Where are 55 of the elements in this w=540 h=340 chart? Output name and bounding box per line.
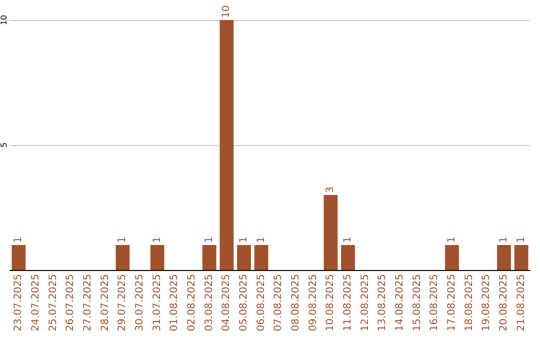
bar [324,195,338,270]
bar [514,245,528,270]
x-tick-label: 04.08.2025 [221,274,232,332]
x-tick-label: 29.07.2025 [117,274,128,332]
x-tick-label: 31.07.2025 [152,274,163,332]
data-label: 3 [325,186,336,193]
data-label: 1 [13,236,24,243]
data-label: 1 [152,236,163,243]
x-tick-label: 25.07.2025 [48,274,59,332]
bar [12,245,26,270]
x-tick-label: 02.08.2025 [186,274,198,332]
x-tick-label: 12.08.2025 [360,274,371,332]
bar [445,245,459,270]
x-tick-label: 17.08.2025 [446,274,458,332]
bar [254,245,268,270]
x-tick-label: 20.08.2025 [498,274,510,332]
data-label: 10 [221,5,232,18]
x-tick-label: 28.07.2025 [100,274,111,332]
x-tick-label: 24.07.2025 [30,274,42,332]
x-tick-label: 18.08.2025 [464,274,475,332]
x-tick-label: 07.08.2025 [273,274,284,332]
bar [341,245,355,270]
x-tick-label: 01.08.2025 [169,274,180,332]
data-label: 1 [516,236,527,243]
x-tick-label: 13.08.2025 [377,274,388,332]
x-tick-label: 10.08.2025 [325,274,336,332]
x-tick-label: 19.08.2025 [481,274,492,332]
bar [497,245,511,270]
x-tick-label: 05.08.2025 [238,274,250,332]
x-tick-label: 03.08.2025 [204,274,215,332]
data-label: 1 [238,236,250,243]
data-label: 1 [498,236,510,243]
x-tick-label: 30.07.2025 [134,274,146,332]
data-label: 1 [204,236,215,243]
bar [202,245,216,270]
data-label: 1 [342,236,354,243]
bar [150,245,164,270]
x-tick-label: 23.07.2025 [13,274,24,332]
x-tick-label: 16.08.2025 [429,274,440,332]
bar [237,245,251,270]
data-label: 1 [117,236,128,243]
data-label: 1 [256,236,267,243]
x-tick-label: 21.08.2025 [516,274,527,332]
data-label: 1 [446,236,458,243]
x-tick-label: 09.08.2025 [308,274,319,332]
x-tick-label: 15.08.2025 [412,274,423,332]
x-tick-label: 14.08.2025 [394,274,406,332]
x-tick-label: 11.08.2025 [342,274,354,332]
x-tick-label: 26.07.2025 [65,274,76,332]
x-tick-label: 08.08.2025 [290,274,302,332]
x-tick-label: 06.08.2025 [256,274,267,332]
bar [116,245,130,270]
y-tick-label: 5 [0,142,8,148]
x-tick-label: 27.07.2025 [82,274,94,332]
bar [220,20,234,270]
